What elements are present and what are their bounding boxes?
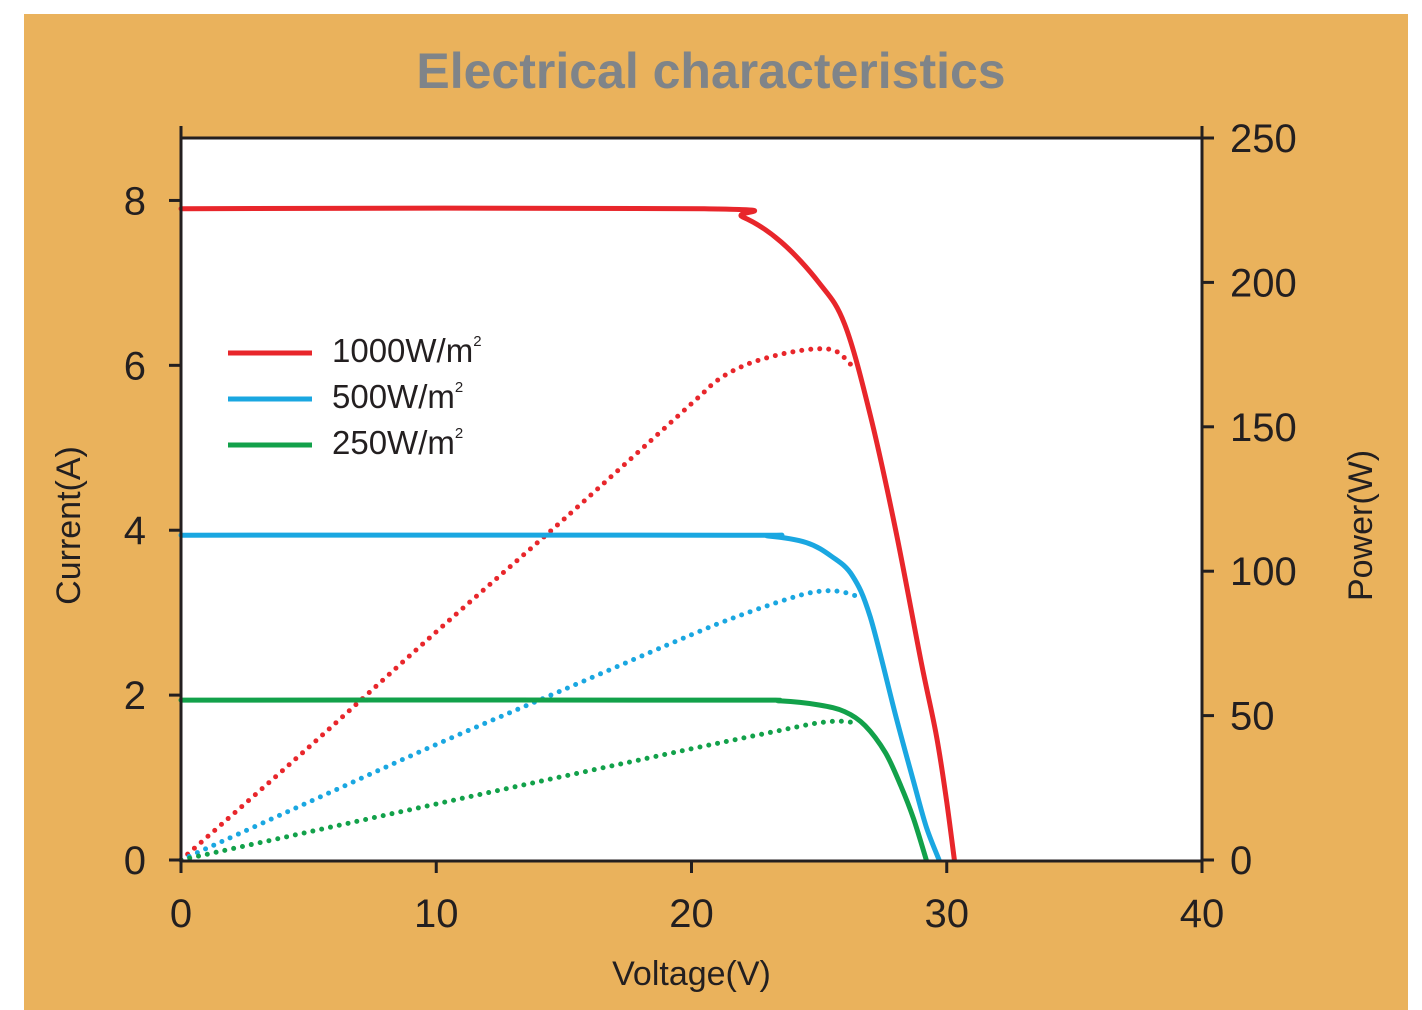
series-layer [178,205,957,863]
x-tick-label: 10 [414,892,459,936]
legend-label: 250W/m2 [332,424,463,461]
y2-tick-label: 200 [1230,261,1297,305]
y-axis-label: Current(A) [50,446,88,605]
legend-label: 500W/m2 [332,378,463,415]
x-tick-label: 40 [1180,892,1225,936]
series-line-current-2 [178,532,942,863]
y2-tick-label: 150 [1230,406,1297,450]
series-line-power-3 [178,588,863,863]
y-tick-label: 0 [124,839,146,883]
y-tick-label: 2 [124,674,146,718]
legend: 1000W/m2 500W/m2 250W/m2 [228,332,482,461]
y2-tick-label: 50 [1230,695,1275,739]
y-tick-label: 8 [124,179,146,223]
y2-tick-label: 100 [1230,550,1297,594]
legend-label-superscript: 2 [455,379,463,396]
legend-label-superscript: 2 [455,425,463,442]
y-tick-label: 4 [124,509,146,553]
legend-label: 1000W/m2 [332,332,482,369]
chart-title: Electrical characteristics [416,43,1006,99]
legend-label-superscript: 2 [473,333,481,350]
y2-tick-label: 250 [1230,117,1297,161]
x-tick-label: 30 [925,892,970,936]
series-line-power-5 [178,718,860,863]
x-tick-label: 20 [669,892,714,936]
series-line-power-1 [178,346,855,863]
y2-tick-label: 0 [1230,839,1252,883]
plot-area [181,138,1202,861]
y-tick-label: 6 [124,344,146,388]
x-tick-label: 0 [170,892,192,936]
x-axis-label: Voltage(V) [612,955,771,993]
series-line-current-4 [178,697,929,863]
series-line-current-0 [178,205,957,863]
y2-axis-label: Power(W) [1342,450,1380,601]
